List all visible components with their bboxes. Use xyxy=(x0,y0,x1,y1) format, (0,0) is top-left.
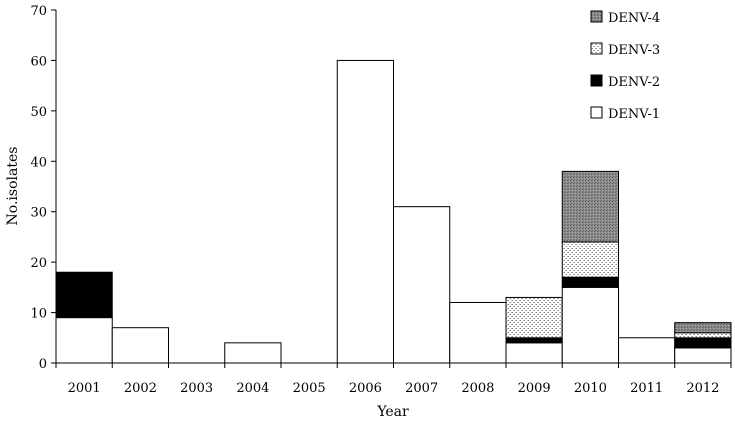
bar-2004-denv-1 xyxy=(224,342,282,364)
bar-2010-denv-4 xyxy=(561,170,619,243)
y-tick-label: 30 xyxy=(30,206,47,221)
x-tick-label: 2011 xyxy=(630,381,663,396)
legend-swatch-denv-3 xyxy=(590,42,603,55)
x-tick-labels: 2001 2002 2003 2004 2005 2006 2007 2008 2009 2010… xyxy=(68,381,720,396)
x-axis-label: Year xyxy=(376,404,409,420)
bar-2007-denv-1 xyxy=(393,206,451,364)
bar-2009-denv-3 xyxy=(505,296,563,339)
bar-2008-denv-1 xyxy=(449,301,507,364)
x-tick-label: 2009 xyxy=(518,381,551,396)
bar-2002-denv-1 xyxy=(111,327,169,364)
y-tick-labels: 0 10 20 30 40 50 60 70 xyxy=(30,4,47,372)
bar-2001-denv-1 xyxy=(55,317,113,364)
bar-2001-denv-2 xyxy=(55,271,113,319)
y-tick-label: 20 xyxy=(30,256,47,271)
x-tick-label: 2008 xyxy=(461,381,494,396)
y-tick-label: 70 xyxy=(30,4,47,19)
axes xyxy=(51,9,732,368)
bar-2006-denv-1 xyxy=(336,59,394,364)
y-axis-label: No.isolates xyxy=(5,147,21,226)
legend-label-denv-1: DENV-1 xyxy=(608,107,660,122)
x-tick-label: 2002 xyxy=(124,381,157,396)
legend-swatch-denv-1 xyxy=(590,106,603,119)
bar-2010-denv-1 xyxy=(561,286,619,364)
y-tick-label: 0 xyxy=(39,357,47,372)
legend-label-denv-4: DENV-4 xyxy=(608,11,660,26)
bar-2010-denv-2 xyxy=(561,276,619,288)
y-tick-label: 50 xyxy=(30,105,47,120)
y-tick-label: 60 xyxy=(30,54,47,69)
bar-2012-denv-1 xyxy=(674,347,732,364)
x-tick-label: 2012 xyxy=(686,381,719,396)
bar-2012-denv-3 xyxy=(674,332,732,339)
x-tick-label: 2004 xyxy=(236,381,269,396)
y-tick-label: 40 xyxy=(30,155,47,170)
bar-2012-denv-2 xyxy=(674,337,732,349)
legend: DENV-4 DENV-3 DENV-2 DENV-1 xyxy=(590,10,660,122)
bar-2011-denv-1 xyxy=(618,337,676,364)
legend-label-denv-3: DENV-3 xyxy=(608,43,660,58)
y-tick-label: 10 xyxy=(30,307,47,322)
legend-label-denv-2: DENV-2 xyxy=(608,75,660,90)
legend-swatch-denv-4 xyxy=(590,10,603,23)
x-tick-label: 2007 xyxy=(405,381,438,396)
bar-2010-denv-3 xyxy=(561,241,619,278)
bar-2012-denv-4 xyxy=(674,322,732,334)
legend-swatch-denv-2 xyxy=(590,74,603,87)
x-tick-label: 2005 xyxy=(293,381,326,396)
x-tick-label: 2003 xyxy=(180,381,213,396)
x-tick-label: 2001 xyxy=(68,381,101,396)
bar-2009-denv-1 xyxy=(505,342,563,364)
x-tick-label: 2006 xyxy=(349,381,382,396)
bar-group xyxy=(55,59,732,364)
bar-2009-denv-2 xyxy=(505,337,563,344)
x-tick-label: 2010 xyxy=(574,381,607,396)
